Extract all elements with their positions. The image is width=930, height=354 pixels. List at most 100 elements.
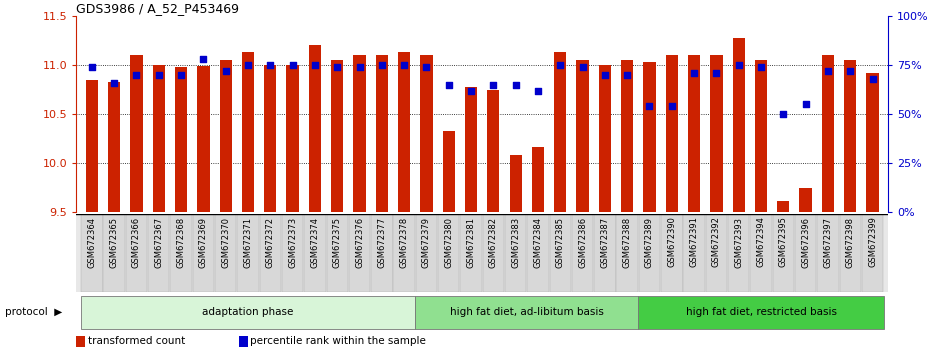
- FancyBboxPatch shape: [572, 214, 593, 292]
- Bar: [666, 55, 678, 212]
- Text: GSM672367: GSM672367: [154, 217, 164, 268]
- Bar: [465, 87, 477, 212]
- Bar: [242, 52, 254, 212]
- Point: [597, 72, 612, 78]
- Point: [664, 103, 679, 109]
- FancyBboxPatch shape: [259, 214, 281, 292]
- Point: [731, 62, 746, 68]
- FancyBboxPatch shape: [304, 214, 326, 292]
- FancyBboxPatch shape: [594, 214, 616, 292]
- Bar: [309, 45, 321, 212]
- Bar: [153, 65, 165, 212]
- Text: percentile rank within the sample: percentile rank within the sample: [250, 336, 426, 346]
- Text: GSM672368: GSM672368: [177, 217, 186, 268]
- FancyBboxPatch shape: [349, 214, 370, 292]
- Text: GSM672392: GSM672392: [711, 217, 721, 267]
- FancyBboxPatch shape: [773, 214, 794, 292]
- Text: GSM672396: GSM672396: [801, 217, 810, 268]
- Bar: [264, 65, 276, 212]
- Bar: [286, 65, 299, 212]
- FancyBboxPatch shape: [483, 214, 504, 292]
- Bar: [420, 55, 432, 212]
- Text: GSM672382: GSM672382: [489, 217, 498, 268]
- Point: [485, 82, 500, 87]
- Bar: [599, 65, 611, 212]
- Bar: [108, 82, 120, 212]
- Point: [464, 88, 479, 93]
- Text: GSM672372: GSM672372: [266, 217, 274, 268]
- FancyBboxPatch shape: [661, 214, 683, 292]
- FancyBboxPatch shape: [706, 214, 727, 292]
- FancyBboxPatch shape: [638, 296, 883, 329]
- FancyBboxPatch shape: [438, 214, 459, 292]
- Point: [419, 64, 434, 70]
- Bar: [844, 60, 857, 212]
- Point: [308, 62, 323, 68]
- Point: [642, 103, 657, 109]
- FancyBboxPatch shape: [817, 214, 839, 292]
- FancyBboxPatch shape: [193, 214, 214, 292]
- Text: GSM672383: GSM672383: [512, 217, 520, 268]
- Point: [530, 88, 545, 93]
- Text: GSM672375: GSM672375: [333, 217, 341, 268]
- Bar: [443, 131, 455, 212]
- FancyBboxPatch shape: [505, 214, 526, 292]
- FancyBboxPatch shape: [326, 214, 348, 292]
- Bar: [532, 147, 544, 212]
- Point: [798, 102, 813, 107]
- Point: [129, 72, 144, 78]
- FancyBboxPatch shape: [840, 214, 861, 292]
- Bar: [510, 155, 522, 212]
- Bar: [130, 55, 142, 212]
- FancyBboxPatch shape: [527, 214, 549, 292]
- Point: [619, 72, 634, 78]
- Point: [263, 62, 278, 68]
- Bar: [711, 55, 723, 212]
- Point: [552, 62, 567, 68]
- Bar: [644, 62, 656, 212]
- Text: GSM672380: GSM672380: [445, 217, 453, 268]
- Point: [352, 64, 367, 70]
- Point: [107, 80, 122, 86]
- FancyBboxPatch shape: [371, 214, 392, 292]
- Text: GSM672385: GSM672385: [556, 217, 565, 268]
- Text: GSM672364: GSM672364: [87, 217, 97, 268]
- Point: [196, 56, 211, 62]
- Bar: [219, 60, 232, 212]
- FancyBboxPatch shape: [460, 214, 482, 292]
- Text: adaptation phase: adaptation phase: [203, 307, 294, 317]
- Text: GSM672376: GSM672376: [355, 217, 364, 268]
- FancyBboxPatch shape: [148, 214, 169, 292]
- Text: GSM672388: GSM672388: [623, 217, 631, 268]
- Text: GSM672387: GSM672387: [601, 217, 609, 268]
- Text: GSM672369: GSM672369: [199, 217, 208, 268]
- Bar: [398, 52, 410, 212]
- Text: GSM672381: GSM672381: [467, 217, 475, 268]
- Point: [219, 68, 233, 74]
- Text: GSM672373: GSM672373: [288, 217, 297, 268]
- Text: GSM672384: GSM672384: [534, 217, 542, 268]
- Bar: [577, 60, 589, 212]
- Point: [865, 76, 880, 82]
- FancyBboxPatch shape: [862, 214, 883, 292]
- FancyBboxPatch shape: [550, 214, 571, 292]
- Bar: [733, 38, 745, 212]
- FancyBboxPatch shape: [416, 296, 638, 329]
- Text: GSM672374: GSM672374: [311, 217, 319, 268]
- Bar: [800, 188, 812, 212]
- FancyBboxPatch shape: [81, 296, 416, 329]
- Text: GSM672389: GSM672389: [645, 217, 654, 268]
- Text: high fat diet, ad-libitum basis: high fat diet, ad-libitum basis: [450, 307, 604, 317]
- FancyBboxPatch shape: [617, 214, 638, 292]
- Text: GSM672365: GSM672365: [110, 217, 119, 268]
- Bar: [175, 67, 187, 212]
- Point: [508, 82, 523, 87]
- Point: [709, 70, 724, 76]
- Text: GSM672378: GSM672378: [400, 217, 408, 268]
- Point: [686, 70, 701, 76]
- Bar: [331, 60, 343, 212]
- FancyBboxPatch shape: [215, 214, 236, 292]
- Point: [575, 64, 590, 70]
- Bar: [376, 55, 388, 212]
- Point: [375, 62, 390, 68]
